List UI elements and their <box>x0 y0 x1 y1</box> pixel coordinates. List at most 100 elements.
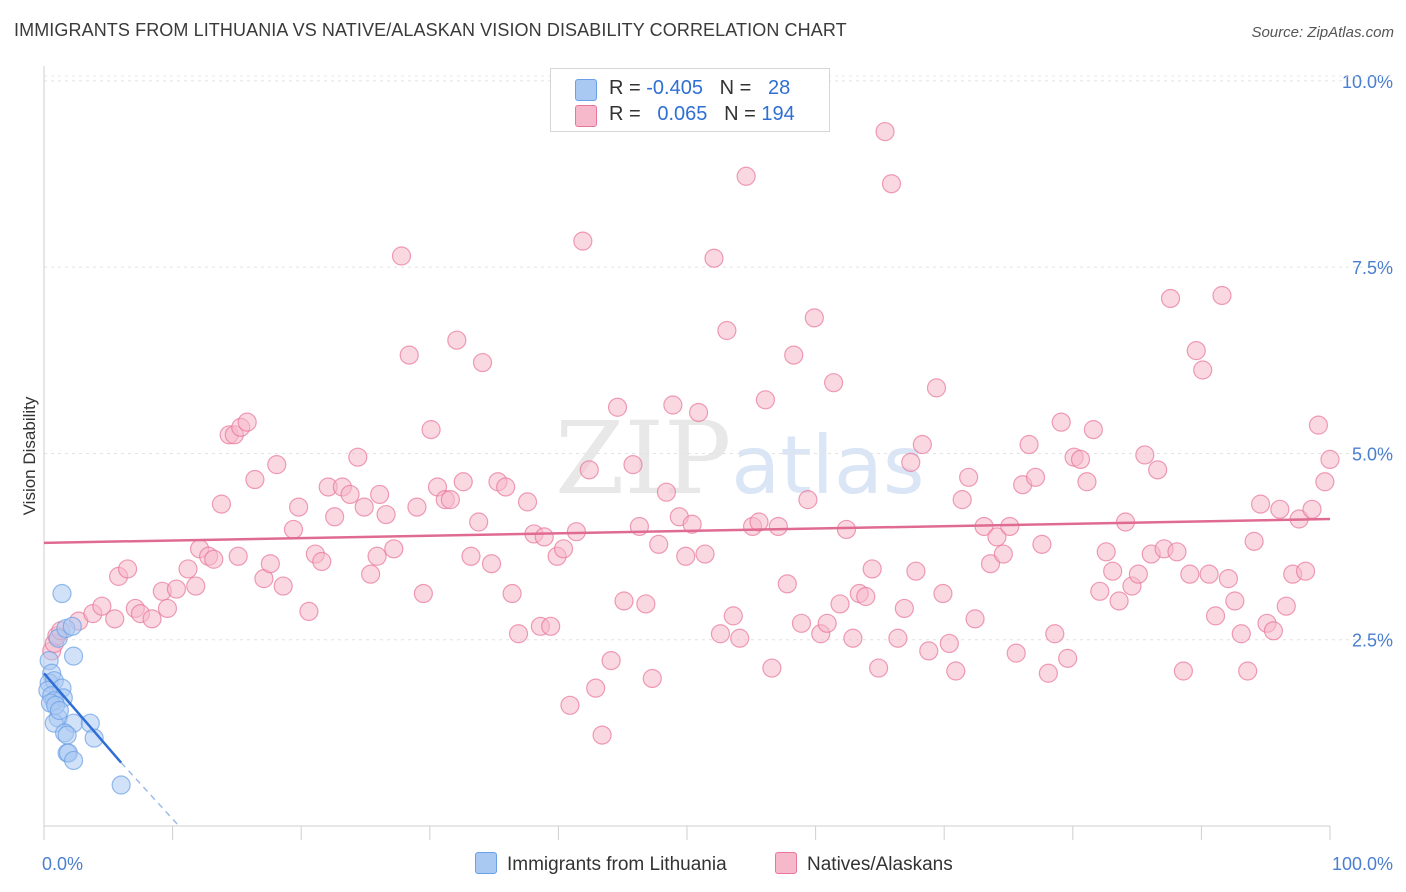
x-tick-label-left: 0.0% <box>42 854 83 874</box>
legend-swatch-natives <box>575 105 597 127</box>
point-natives <box>736 166 756 186</box>
point-natives <box>906 561 926 581</box>
point-natives <box>211 494 232 514</box>
point-natives <box>1135 445 1155 465</box>
y-tick-label: 5.0% <box>1352 444 1393 464</box>
point-natives <box>1225 591 1245 611</box>
legend-r-label: R = <box>609 103 647 125</box>
point-natives <box>340 484 360 505</box>
point-natives <box>1096 542 1116 562</box>
point-natives <box>901 452 921 472</box>
point-natives <box>105 609 125 629</box>
point-natives <box>534 527 554 547</box>
point-natives <box>952 490 972 510</box>
point-natives <box>1019 434 1039 455</box>
point-natives <box>1167 542 1187 562</box>
point-natives <box>875 121 895 142</box>
point-natives <box>614 591 634 611</box>
bottom-legend-natives: Natives/Alaskans <box>775 852 953 876</box>
point-natives <box>987 527 1007 547</box>
point-natives <box>888 628 908 648</box>
point-natives <box>965 609 985 629</box>
point-natives <box>399 345 419 365</box>
point-natives <box>586 678 606 698</box>
point-natives <box>1180 564 1200 584</box>
point-lithuania <box>52 583 72 604</box>
point-natives <box>92 596 112 616</box>
point-natives <box>933 583 953 604</box>
point-natives <box>682 514 702 534</box>
point-natives <box>836 519 857 540</box>
point-natives <box>830 594 850 614</box>
point-natives <box>869 658 889 678</box>
point-natives <box>704 248 724 268</box>
point-natives <box>1186 341 1206 361</box>
point-lithuania <box>63 646 84 666</box>
point-natives <box>325 507 345 527</box>
point-natives <box>579 460 599 480</box>
point-natives <box>283 519 304 540</box>
point-natives <box>817 613 837 633</box>
point-natives <box>636 594 656 614</box>
point-natives <box>946 661 966 681</box>
point-natives <box>730 628 750 648</box>
point-natives <box>407 497 427 517</box>
point-natives <box>117 559 138 579</box>
point-natives <box>1109 591 1129 611</box>
y-tick-label: 10.0% <box>1342 72 1393 92</box>
point-natives <box>541 616 561 636</box>
point-natives <box>717 320 737 341</box>
point-natives <box>843 628 863 648</box>
point-natives <box>959 467 979 487</box>
point-natives <box>260 554 280 574</box>
point-natives <box>649 534 669 554</box>
legend-r-label: R = <box>609 77 647 99</box>
point-natives <box>186 576 206 596</box>
point-natives <box>1032 534 1052 554</box>
point-natives <box>1270 499 1290 519</box>
point-natives <box>354 497 374 517</box>
legend-r-value-lithuania: -0.405 <box>646 77 703 99</box>
point-natives <box>1238 661 1258 681</box>
point-natives <box>273 576 293 596</box>
y-tick-label: 7.5% <box>1352 258 1393 278</box>
point-natives <box>421 420 441 440</box>
point-natives <box>710 624 731 644</box>
point-natives <box>777 574 797 594</box>
point-natives <box>166 579 187 599</box>
source-label: Source: ZipAtlas.com <box>1251 24 1394 41</box>
point-natives <box>824 373 844 393</box>
point-natives <box>391 246 412 266</box>
point-natives <box>312 551 332 572</box>
point-natives <box>1103 561 1123 581</box>
chart-title: IMMIGRANTS FROM LITHUANIA VS NATIVE/ALAS… <box>14 20 847 40</box>
point-natives <box>1308 415 1329 435</box>
point-natives <box>367 546 387 566</box>
point-natives <box>267 455 287 475</box>
stats-legend: R = -0.405 N = 28 R = 0.065 N = 194 <box>550 68 830 132</box>
point-lithuania <box>62 616 82 636</box>
point-natives <box>204 549 224 569</box>
point-natives <box>553 539 574 559</box>
legend-n-label: N = <box>719 77 757 99</box>
point-natives <box>573 231 593 251</box>
point-natives <box>993 544 1013 564</box>
point-natives <box>496 477 516 497</box>
point-natives <box>592 725 612 745</box>
point-natives <box>1000 516 1020 537</box>
point-natives <box>980 554 1001 574</box>
point-natives <box>157 598 178 619</box>
bottom-legend-swatch-natives <box>775 852 797 874</box>
legend-n-value-natives: 194 <box>761 103 795 125</box>
point-natives <box>440 490 460 510</box>
point-natives <box>1083 420 1103 440</box>
point-natives <box>481 554 502 574</box>
point-lithuania <box>63 750 84 771</box>
point-natives <box>1051 412 1071 432</box>
point-natives <box>447 330 467 350</box>
point-natives <box>237 412 257 432</box>
point-natives <box>1006 643 1026 663</box>
point-natives <box>1320 449 1340 470</box>
point-natives <box>1045 624 1065 644</box>
